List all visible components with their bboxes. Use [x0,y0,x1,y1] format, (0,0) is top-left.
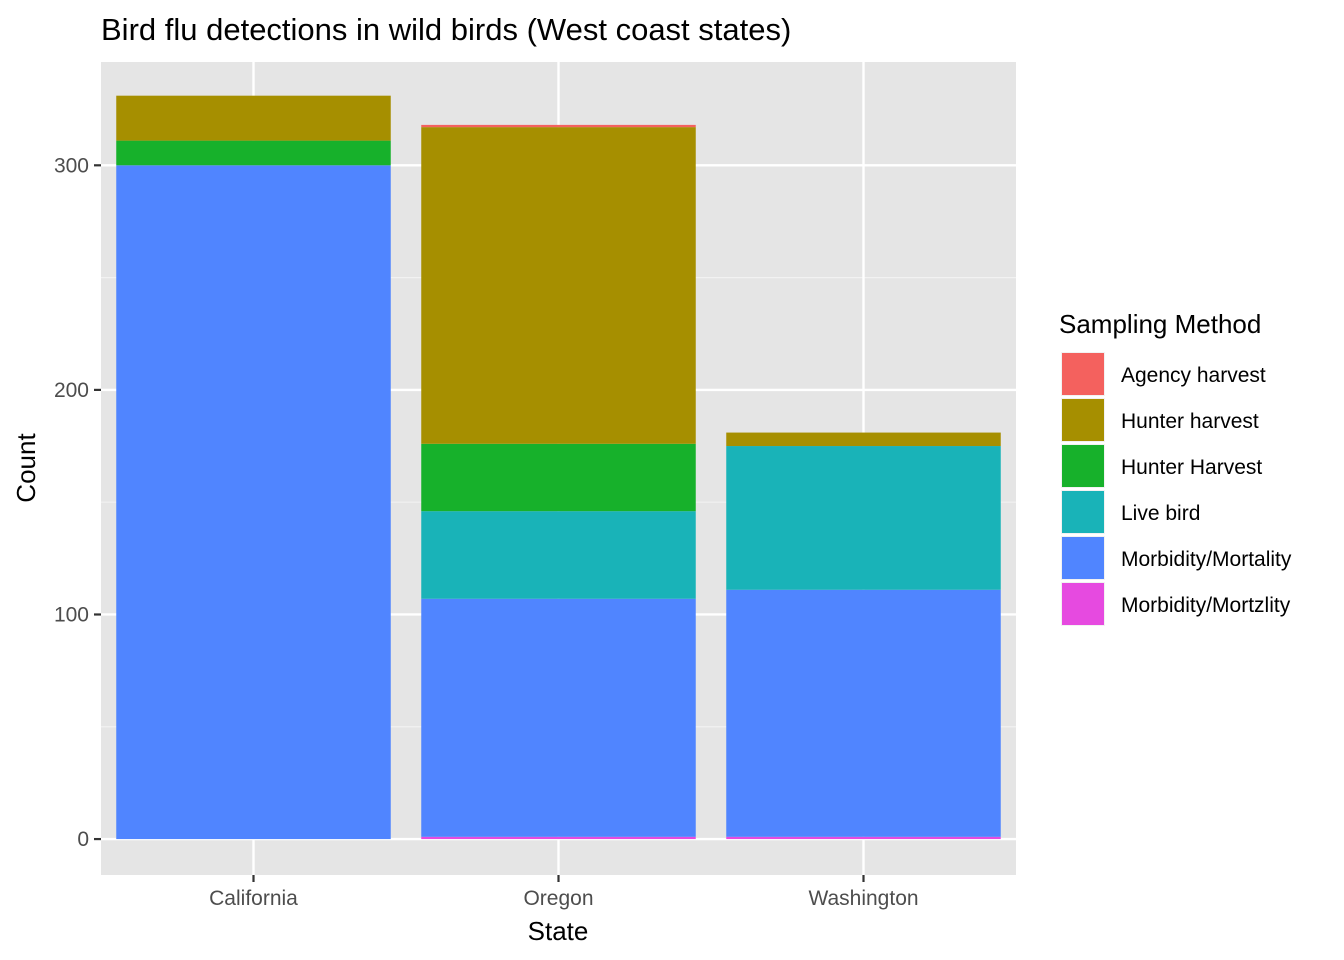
x-axis-title: State [528,916,589,946]
bar-segment [116,95,391,141]
legend: Sampling Method Agency harvest Hunter har… [1059,309,1292,626]
y-tick-label: 100 [54,603,89,626]
axes: 0 100 200 300 California Oregon Washington [54,154,919,910]
legend-label: Hunter Harvest [1121,456,1262,479]
legend-swatch [1062,583,1104,625]
bar-segment [726,589,1001,837]
bar-segment [726,446,1001,590]
x-tick-label: Oregon [523,887,593,910]
legend-title: Sampling Method [1059,309,1261,339]
legend-swatch [1062,353,1104,395]
chart-title: Bird flu detections in wild birds (West … [101,12,791,47]
y-axis-title: Count [11,433,41,503]
y-tick-label: 200 [54,379,89,402]
legend-label: Live bird [1121,502,1200,525]
bar-segment [421,836,696,840]
bar-segment [726,836,1001,840]
y-tick-label: 300 [54,154,89,177]
legend-swatch [1062,399,1104,441]
legend-label: Hunter harvest [1121,410,1259,433]
legend-label: Morbidity/Mortzlity [1121,594,1291,617]
legend-label: Morbidity/Mortality [1121,548,1292,571]
legend-swatch [1062,537,1104,579]
bars [116,95,1001,840]
bar-segment [421,598,696,837]
x-tick-label: California [209,887,298,910]
y-tick-label: 0 [77,828,89,851]
bar-segment [421,443,696,512]
bar-segment [421,124,696,128]
legend-swatch [1062,491,1104,533]
bar-segment [726,432,1001,447]
bar-segment [116,140,391,166]
legend-label: Agency harvest [1121,364,1266,387]
x-tick-label: Washington [808,887,918,910]
bar-segment [116,165,391,840]
bar-segment [421,511,696,599]
legend-swatch [1062,445,1104,487]
bar-segment [421,127,696,444]
